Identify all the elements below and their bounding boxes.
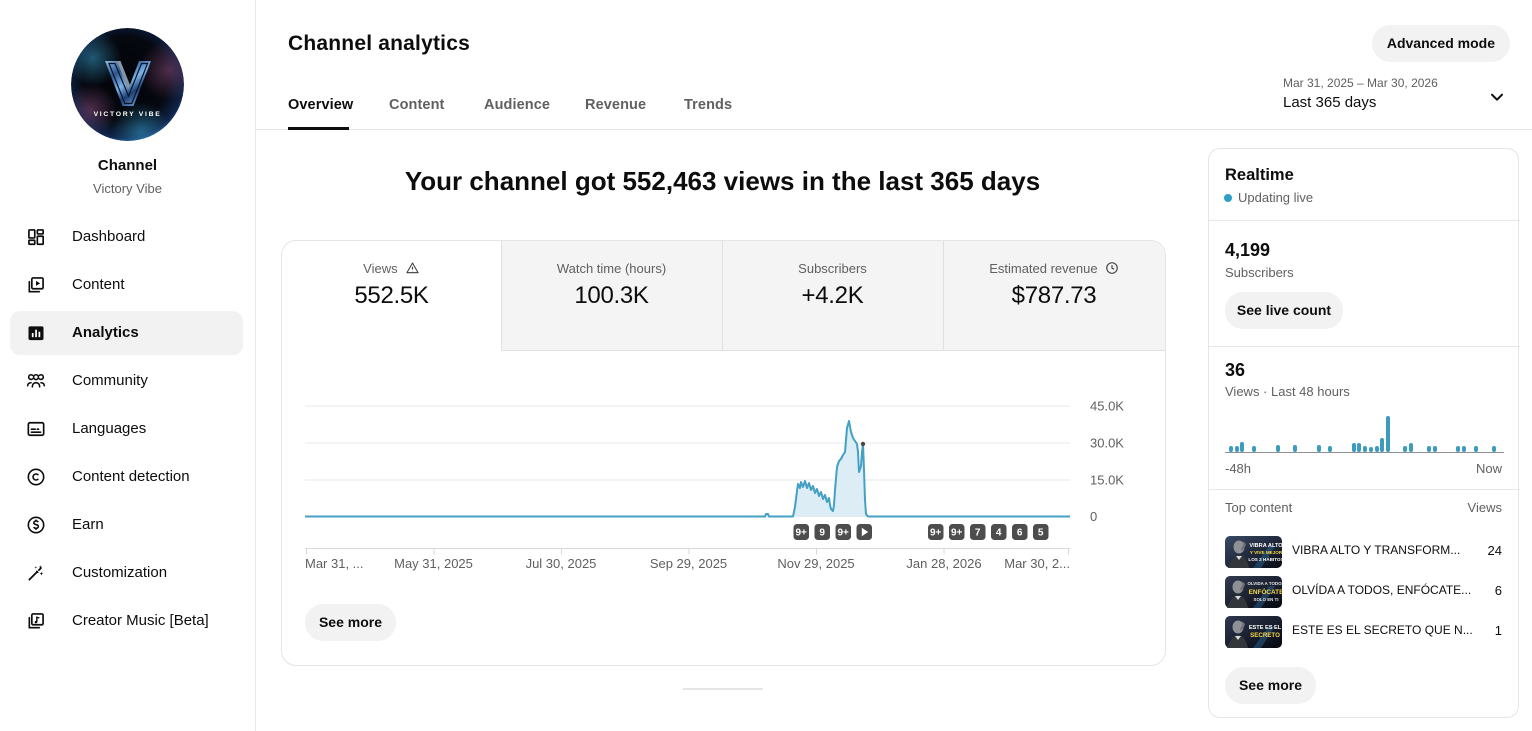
svg-text:6: 6 [1017,528,1023,539]
svg-text:ESTE ES EL: ESTE ES EL [1249,625,1282,631]
svg-text:30.0K: 30.0K [1090,436,1124,451]
svg-text:15.0K: 15.0K [1090,473,1124,488]
svg-text:Mar 31, ...: Mar 31, ... [305,556,364,571]
svg-text:45.0K: 45.0K [1090,399,1124,414]
svg-text:0: 0 [1090,509,1097,524]
svg-text:Sep 29, 2025: Sep 29, 2025 [650,556,727,571]
svg-text:9+: 9+ [795,528,807,539]
svg-text:VICTORY VIBE: VICTORY VIBE [94,111,162,118]
svg-text:Jan 28, 2026: Jan 28, 2026 [906,556,981,571]
svg-text:ENFÓCATE: ENFÓCATE [1249,587,1282,596]
svg-text:7: 7 [975,528,981,539]
svg-text:Mar 30, 2...: Mar 30, 2... [1004,556,1070,571]
svg-text:Y VIVE MEJOR: Y VIVE MEJOR [1250,550,1282,555]
svg-text:Jul 30, 2025: Jul 30, 2025 [526,556,597,571]
svg-text:5: 5 [1038,528,1044,539]
svg-text:OLVIDA A TODOS: OLVIDA A TODOS [1248,581,1282,586]
svg-text:9: 9 [819,528,825,539]
svg-text:Nov 29, 2025: Nov 29, 2025 [777,556,854,571]
svg-text:May 31, 2025: May 31, 2025 [394,556,473,571]
svg-text:9+: 9+ [837,528,849,539]
svg-text:VIBRA ALTO: VIBRA ALTO [1249,543,1282,549]
svg-text:9+: 9+ [951,528,963,539]
svg-text:4: 4 [996,528,1002,539]
svg-text:SOLO EN TI: SOLO EN TI [1254,597,1279,602]
svg-text:SECRETO: SECRETO [1250,632,1280,639]
svg-text:LOS 2 HÁBITOS: LOS 2 HÁBITOS [1248,556,1282,562]
svg-text:9+: 9+ [930,528,942,539]
